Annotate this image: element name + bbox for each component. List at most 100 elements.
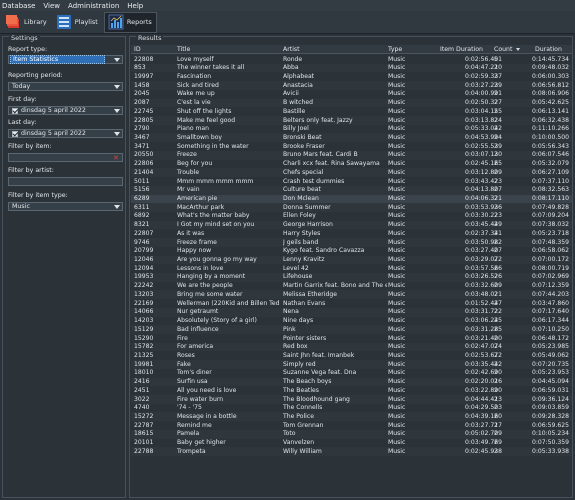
table-row[interactable]: 22788 Trompeta Willy William Music 0:02:45.9… (131, 447, 572, 457)
library-button[interactable]: Library (2, 12, 51, 33)
cell-title: Love myself (177, 55, 214, 63)
cell-artist: Toto (283, 430, 296, 438)
cell-artist: Tom Grennan (283, 421, 324, 429)
cell-duration: 0:09:36.124 (531, 395, 569, 403)
table-row[interactable]: 5156 Mr vain Culture beat Music 0:04:13.807 2… (131, 185, 572, 195)
menu-administration[interactable]: Administration (68, 1, 120, 10)
cell-type: Music (388, 90, 406, 98)
table-row[interactable]: 20550 Freeze Bruno Mars feat. Cardi B Music… (131, 150, 572, 160)
cell-count: 2 (494, 160, 498, 168)
cell-id: 853 (134, 64, 146, 72)
cell-item-duration: 0:03:22.890 (464, 386, 502, 394)
cell-artist: Simply red (283, 360, 316, 368)
playlist-button[interactable]: Playlist (53, 12, 102, 33)
table-row[interactable]: 1458 Sick and tired Anastacia Music 0:03:27.… (131, 81, 572, 90)
table-row[interactable]: 2451 All you need is love The Beatles Music… (131, 386, 572, 395)
table-row[interactable]: 3022 Fire water burn The Bloodhound gang Mu… (131, 395, 572, 404)
col-duration[interactable]: Duration (535, 46, 562, 53)
table-row[interactable]: 21325 Roses Saint Jhn feat. Imanbek Music 0:… (131, 351, 572, 360)
reporting-period-select[interactable]: Today (8, 82, 123, 91)
table-row[interactable]: 22787 Remind me Tom Grennan Music 0:03:27.71… (131, 421, 572, 430)
col-artist[interactable]: Artist (283, 46, 300, 53)
col-title[interactable]: Title (177, 46, 191, 53)
table-row[interactable]: 6289 American pie Don Mclean Music 0:04:06.3… (131, 194, 572, 204)
col-id[interactable]: ID (134, 46, 141, 53)
col-item-duration[interactable]: Item Duration (440, 46, 483, 53)
cell-type: Music (388, 421, 406, 429)
last-day-picker[interactable]: dinsdag 5 april 2022 (8, 129, 123, 138)
filter-type-select[interactable]: Music (8, 202, 123, 211)
table-row[interactable]: 8321 I Got my mind set on you George Harri… (131, 220, 572, 230)
table-row[interactable]: 22242 We are the people Martin Garrix feat… (131, 282, 572, 291)
report-type-value: Item Statistics (10, 55, 105, 64)
cell-count: 2 (494, 308, 498, 316)
table-row[interactable]: 3467 Smalltown boy Bronski Beat Music 0:04:5… (131, 133, 572, 143)
table-row[interactable]: 13203 Bring me some water Melissa Etheridg… (131, 290, 572, 300)
table-row[interactable]: 15782 For america Red box Music 0:02:47.074 2… (131, 342, 572, 352)
cell-id: 20101 (134, 439, 154, 447)
table-row[interactable]: 6311 MacArthur park Donna Summer Music 0:03:… (131, 203, 572, 212)
menu-database[interactable]: Database (2, 1, 36, 10)
table-row[interactable]: 20799 Happy now Kygo feat. Sandro Cavazza M… (131, 247, 572, 256)
cell-item-duration: 0:02:47.074 (464, 343, 502, 351)
menu-view[interactable]: View (43, 1, 61, 10)
cell-title: Roses (177, 351, 195, 359)
cell-artist: Melissa Etheridge (283, 290, 337, 298)
table-row[interactable]: 12094 Lessons in love Level 42 Music 0:03:57… (131, 264, 572, 273)
table-row[interactable]: 15129 Bad influence Pink Music 0:03:31.285 2 0… (131, 325, 572, 334)
table-row[interactable]: 14066 Nur getraumt Nena Music 0:03:31.722 2 0:… (131, 307, 572, 317)
cell-count: 2 (494, 412, 498, 420)
menu-help[interactable]: Help (127, 1, 144, 10)
cell-title: American pie (177, 195, 218, 202)
table-row[interactable]: 15272 Message in a bottle The Police Music 0… (131, 412, 572, 422)
cell-artist: Willy William (283, 447, 322, 455)
table-row[interactable]: 22169 Wellerman (220Kid and Billen Ted ve… (131, 299, 572, 308)
table-row[interactable]: 19953 Hanging by a moment Lifehouse Music 0:… (131, 272, 572, 282)
table-row[interactable]: 21404 Trouble Chefs special Music 0:03:12.80… (131, 168, 572, 178)
table-row[interactable]: 18615 Pamela Toto Music 0:05:02.709 2 0:10:05.… (131, 429, 572, 439)
table-row[interactable]: 6892 What's the matter baby Ellen Foley Mus… (131, 212, 572, 221)
report-type-select[interactable]: Item Statistics (8, 55, 123, 64)
cell-item-duration: 0:04:39.160 (464, 412, 502, 420)
col-count[interactable]: Count (494, 46, 521, 53)
table-row[interactable]: 22745 Shut off the lights Bastille Music 0:0… (131, 107, 572, 116)
table-row[interactable]: 9746 Freeze frame J geils band Music 0:03:50… (131, 238, 572, 247)
cell-type: Music (388, 256, 406, 264)
table-row[interactable]: 12046 Are you gonna go my way Lenny Kravit… (131, 255, 572, 265)
table-row[interactable]: 2790 Piano man Billy Joel Music 0:05:33.042 2… (131, 125, 572, 134)
cell-duration: 0:08:06.906 (531, 90, 569, 98)
cell-id: 22169 (134, 299, 154, 307)
cell-duration: 0:08:00.719 (531, 264, 569, 272)
table-row[interactable]: 19981 Fake Simply red Music 0:03:35.442 2 0:07… (131, 360, 572, 369)
table-row[interactable]: 5011 Mmm mmm mmm mmm Crash test dummies Mus… (131, 177, 572, 186)
table-row[interactable]: 20101 Baby get higher Vanvelzen Music 0:03:4… (131, 439, 572, 448)
table-row[interactable]: 22806 Beg for you Charli xcx feat. Rina Sa… (131, 160, 572, 169)
first-day-picker[interactable]: dinsdag 5 april 2022 (8, 106, 123, 115)
cell-id: 8321 (134, 221, 150, 229)
table-row[interactable]: 14203 Absolutely (Story of a girl) Nine da… (131, 317, 572, 326)
table-row[interactable]: 22805 Make me feel good Belters only feat.… (131, 116, 572, 125)
cell-title: Smalltown boy (177, 133, 223, 141)
clear-icon[interactable]: ✕ (113, 154, 119, 162)
table-row[interactable]: 15290 Fire Pointer sisters Music 0:03:21.400… (131, 334, 572, 343)
table-row[interactable]: 18010 Tom's diner Suzanne Vega feat. Dna Mu… (131, 369, 572, 378)
table-row[interactable]: 22807 As it was Harry Styles Music 0:02:37.3… (131, 229, 572, 238)
table-row[interactable]: 4740 '74 - '75 The Connells Music 0:04:29.50… (131, 404, 572, 413)
filter-artist-input[interactable] (8, 177, 123, 186)
table-row[interactable]: 3471 Something in the water Brooke Fraser M… (131, 142, 572, 151)
first-day-checkbox[interactable] (12, 107, 18, 114)
table-row[interactable]: 2045 Wake me up Avicii Music 0:04:00.991 2 0:0… (131, 90, 572, 99)
cell-duration: 0:06:07.546 (531, 151, 569, 159)
last-day-checkbox[interactable] (12, 130, 18, 137)
table-row[interactable]: 2416 Surfin usa The Beach boys Music 0:02:20… (131, 377, 572, 387)
table-row[interactable]: 19997 Fascination Alphabeat Music 0:02:59.33… (131, 72, 572, 81)
reports-button[interactable]: Reports (103, 11, 157, 33)
col-type[interactable]: Type (388, 46, 403, 53)
cell-duration: 0:05:23.985 (531, 343, 569, 351)
cell-artist: Anastacia (283, 81, 313, 89)
cell-count: 2 (494, 177, 498, 185)
table-row[interactable]: 853 The winner takes it all Abba Music 0:04:… (131, 63, 572, 73)
table-row[interactable]: 2087 C'est la vie B witched Music 0:02:50.32… (131, 98, 572, 108)
filter-item-input[interactable]: ✕ (8, 153, 123, 162)
table-row[interactable]: 22808 Love myself Ronde Music 0:02:56.401 5 0:… (131, 55, 572, 64)
